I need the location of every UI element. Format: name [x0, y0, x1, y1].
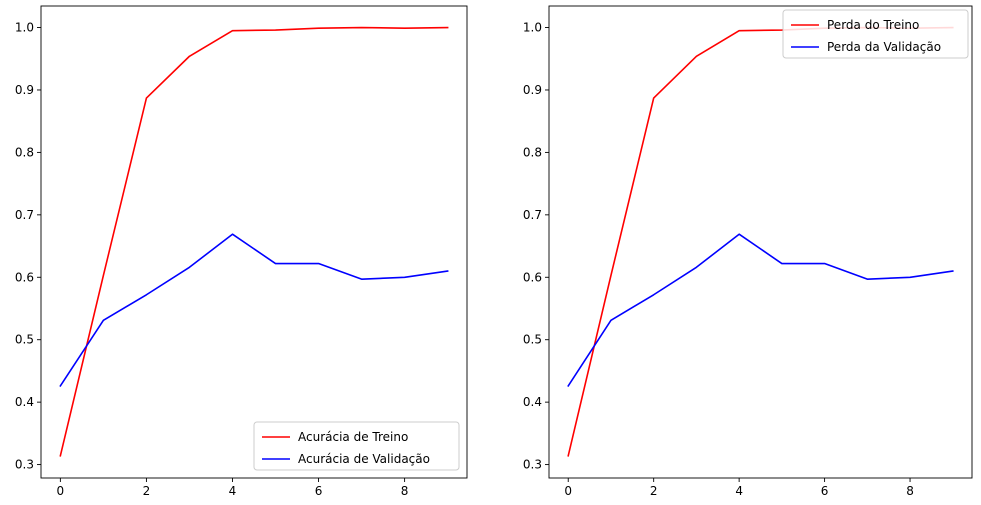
y-tick-label: 0.8 — [15, 145, 34, 159]
y-tick-label: 1.0 — [523, 21, 542, 35]
left-chart-panel: 0 2 4 6 8 0.3 0.4 0.5 0.6 0.7 0.8 0.9 1.0 Acurácia de… — [15, 5, 468, 498]
y-tick-label: 0.4 — [15, 395, 34, 409]
x-tick-label: 2 — [143, 484, 151, 498]
y-tick-label: 0.8 — [523, 145, 542, 159]
series-line-1 — [567, 233, 954, 388]
legend-label: Perda da Validação — [827, 40, 941, 54]
x-tick-label: 6 — [821, 484, 829, 498]
y-tick-label: 0.9 — [15, 83, 34, 97]
axes-frame — [548, 5, 973, 479]
legend-box — [782, 9, 969, 59]
y-tick-label: 0.5 — [15, 333, 34, 347]
legend-label: Perda do Treino — [827, 18, 919, 32]
x-tick-label: 4 — [735, 484, 743, 498]
y-tick-label: 0.9 — [523, 83, 542, 97]
y-tick-label: 0.5 — [523, 333, 542, 347]
legend-label: Acurácia de Validação — [298, 452, 430, 466]
x-tick-label: 4 — [229, 484, 237, 498]
x-tick-label: 8 — [401, 484, 409, 498]
y-tick-label: 0.7 — [523, 208, 542, 222]
y-tick-label: 0.7 — [15, 208, 34, 222]
legend-label: Acurácia de Treino — [298, 430, 408, 444]
x-tick-label: 8 — [906, 484, 914, 498]
x-tick-label: 6 — [315, 484, 323, 498]
y-tick-label: 0.6 — [15, 270, 34, 284]
y-tick-label: 0.3 — [15, 458, 34, 472]
x-tick-label: 0 — [564, 484, 572, 498]
legend: Acurácia de Treino Acurácia de Validação — [253, 421, 460, 471]
axes-frame — [40, 5, 468, 479]
legend-box — [253, 421, 460, 471]
series-line-1 — [59, 233, 449, 388]
series-line-0 — [567, 26, 954, 457]
right-chart-panel: 0 2 4 6 8 0.3 0.4 0.5 0.6 0.7 0.8 0.9 1.0 Perda do Tr… — [523, 5, 973, 498]
legend: Perda do Treino Perda da Validação — [782, 9, 969, 59]
x-tick-label: 0 — [57, 484, 65, 498]
y-tick-label: 0.3 — [523, 458, 542, 472]
series-line-0 — [59, 26, 449, 457]
y-tick-label: 0.4 — [523, 395, 542, 409]
y-tick-label: 0.6 — [523, 270, 542, 284]
x-tick-label: 2 — [650, 484, 658, 498]
y-tick-label: 1.0 — [15, 21, 34, 35]
